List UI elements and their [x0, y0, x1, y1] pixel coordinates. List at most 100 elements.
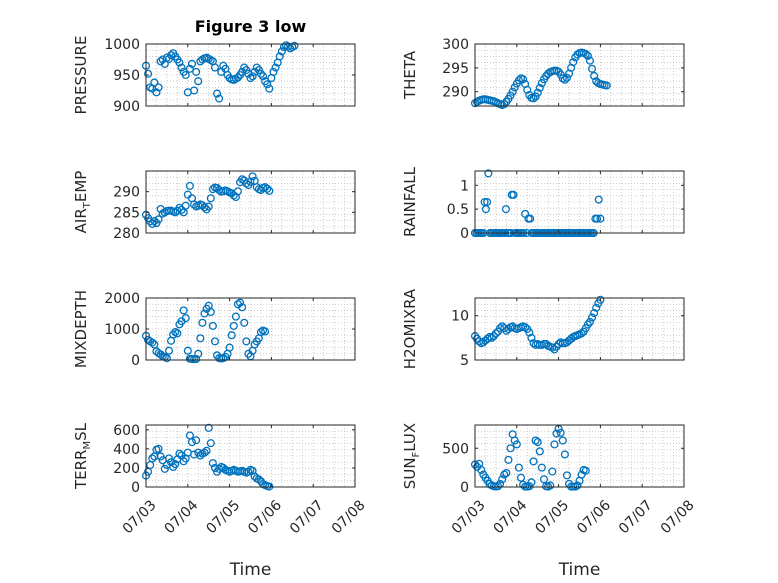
data-point [514, 463, 523, 472]
data-point [514, 76, 523, 85]
data-point [484, 169, 493, 178]
data-point [602, 81, 611, 90]
subplot-sun_flux: 07/03 07/04 07/05 07/06 07/07 07/08 0 500 SUNFLU… [401, 423, 698, 580]
data-point [175, 58, 184, 67]
x-tick-label: 07/04 [162, 497, 202, 537]
y-label-part: EMP [72, 171, 90, 202]
data-point [242, 337, 251, 346]
data-point [573, 481, 582, 490]
data-point [527, 333, 536, 342]
x-tick-label: 07/05 [203, 497, 243, 537]
data-point [181, 201, 190, 210]
axes-box [145, 170, 356, 234]
data-point [558, 74, 567, 83]
data-point [577, 329, 586, 338]
data-point [167, 51, 176, 60]
data-point [244, 467, 253, 476]
subplot-theta: 290 295 300 THETA [401, 37, 685, 110]
data-point [198, 318, 207, 327]
data-point [556, 428, 565, 437]
y-tick-label: 295 [442, 61, 469, 77]
data-point [504, 455, 513, 464]
subplot-mixdepth: 0 1000 2000 MIXDEPTH [72, 290, 356, 369]
y-label-part: SUN [401, 457, 419, 489]
subplot-air_temp: 280 285 290 AIRTEMP [72, 170, 356, 242]
series-markers [470, 295, 605, 354]
y-label-part: LUX [401, 423, 419, 452]
data-point [596, 214, 605, 223]
data-point [246, 177, 255, 186]
data-point [196, 334, 205, 343]
data-point [583, 51, 592, 60]
data-point [506, 444, 515, 453]
data-point [179, 306, 188, 315]
x-tick-label: 07/04 [491, 497, 531, 537]
data-point [187, 438, 197, 447]
data-point [169, 330, 178, 339]
data-point [529, 457, 538, 466]
data-point [248, 72, 257, 81]
data-point [529, 94, 538, 103]
data-point [208, 321, 217, 330]
y-tick-label: 900 [113, 99, 140, 115]
data-point [148, 338, 157, 347]
data-point [593, 214, 602, 223]
y-axis-label: TERRMSL [72, 422, 93, 490]
data-point [500, 470, 509, 479]
data-point [175, 449, 184, 458]
data-point [152, 88, 161, 97]
data-point [263, 80, 272, 89]
data-point [502, 468, 511, 478]
data-point [500, 100, 509, 109]
x-tick-label: 07/06 [574, 497, 614, 537]
data-point [154, 444, 163, 453]
data-point [581, 49, 590, 59]
data-point [200, 203, 209, 212]
data-point [183, 346, 192, 355]
data-point [531, 436, 540, 445]
data-point [548, 343, 557, 352]
data-point [206, 194, 215, 203]
data-point [509, 190, 518, 199]
data-point [510, 436, 519, 445]
y-tick-label: 2000 [104, 291, 140, 307]
data-point [277, 47, 286, 56]
data-point [552, 429, 561, 438]
data-point [206, 307, 215, 317]
axes-box [474, 170, 685, 234]
data-point [275, 52, 284, 61]
x-tick-label: 07/07 [616, 497, 656, 537]
data-point [194, 77, 203, 86]
data-point [261, 327, 270, 336]
data-point [581, 466, 590, 475]
data-point [215, 94, 224, 103]
y-tick-label: 400 [113, 442, 140, 458]
data-point [590, 309, 599, 318]
y-tick-label: 5 [460, 353, 469, 369]
subplot-rainfall: 0 0.5 1 RAINFALL [401, 166, 685, 242]
data-point [271, 63, 280, 72]
data-point [173, 329, 182, 338]
data-point [238, 303, 247, 312]
data-point [210, 63, 220, 72]
data-point [483, 197, 492, 207]
data-point [181, 70, 190, 80]
data-point [154, 215, 163, 224]
y-axis-label: RAINFALL [401, 166, 419, 237]
data-point [192, 436, 201, 445]
data-point [190, 86, 199, 95]
data-point [194, 349, 203, 358]
data-point [144, 69, 153, 78]
data-point [512, 440, 521, 449]
data-point [192, 355, 201, 364]
series-markers [141, 41, 299, 103]
data-point [258, 72, 268, 81]
y-tick-label: 290 [442, 85, 469, 101]
x-tick-label: 07/08 [329, 497, 369, 537]
data-point [587, 64, 597, 73]
data-point [225, 343, 234, 352]
data-point [585, 317, 594, 326]
data-point [560, 450, 569, 459]
data-point [477, 465, 486, 475]
